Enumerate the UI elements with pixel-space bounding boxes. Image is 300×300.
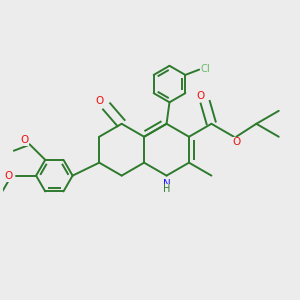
Text: O: O <box>20 135 28 146</box>
Text: O: O <box>232 137 240 147</box>
Text: O: O <box>5 172 13 182</box>
Text: H: H <box>164 184 171 194</box>
Text: O: O <box>95 96 104 106</box>
Text: O: O <box>196 91 205 101</box>
Text: N: N <box>163 179 171 189</box>
Text: Cl: Cl <box>200 64 210 74</box>
